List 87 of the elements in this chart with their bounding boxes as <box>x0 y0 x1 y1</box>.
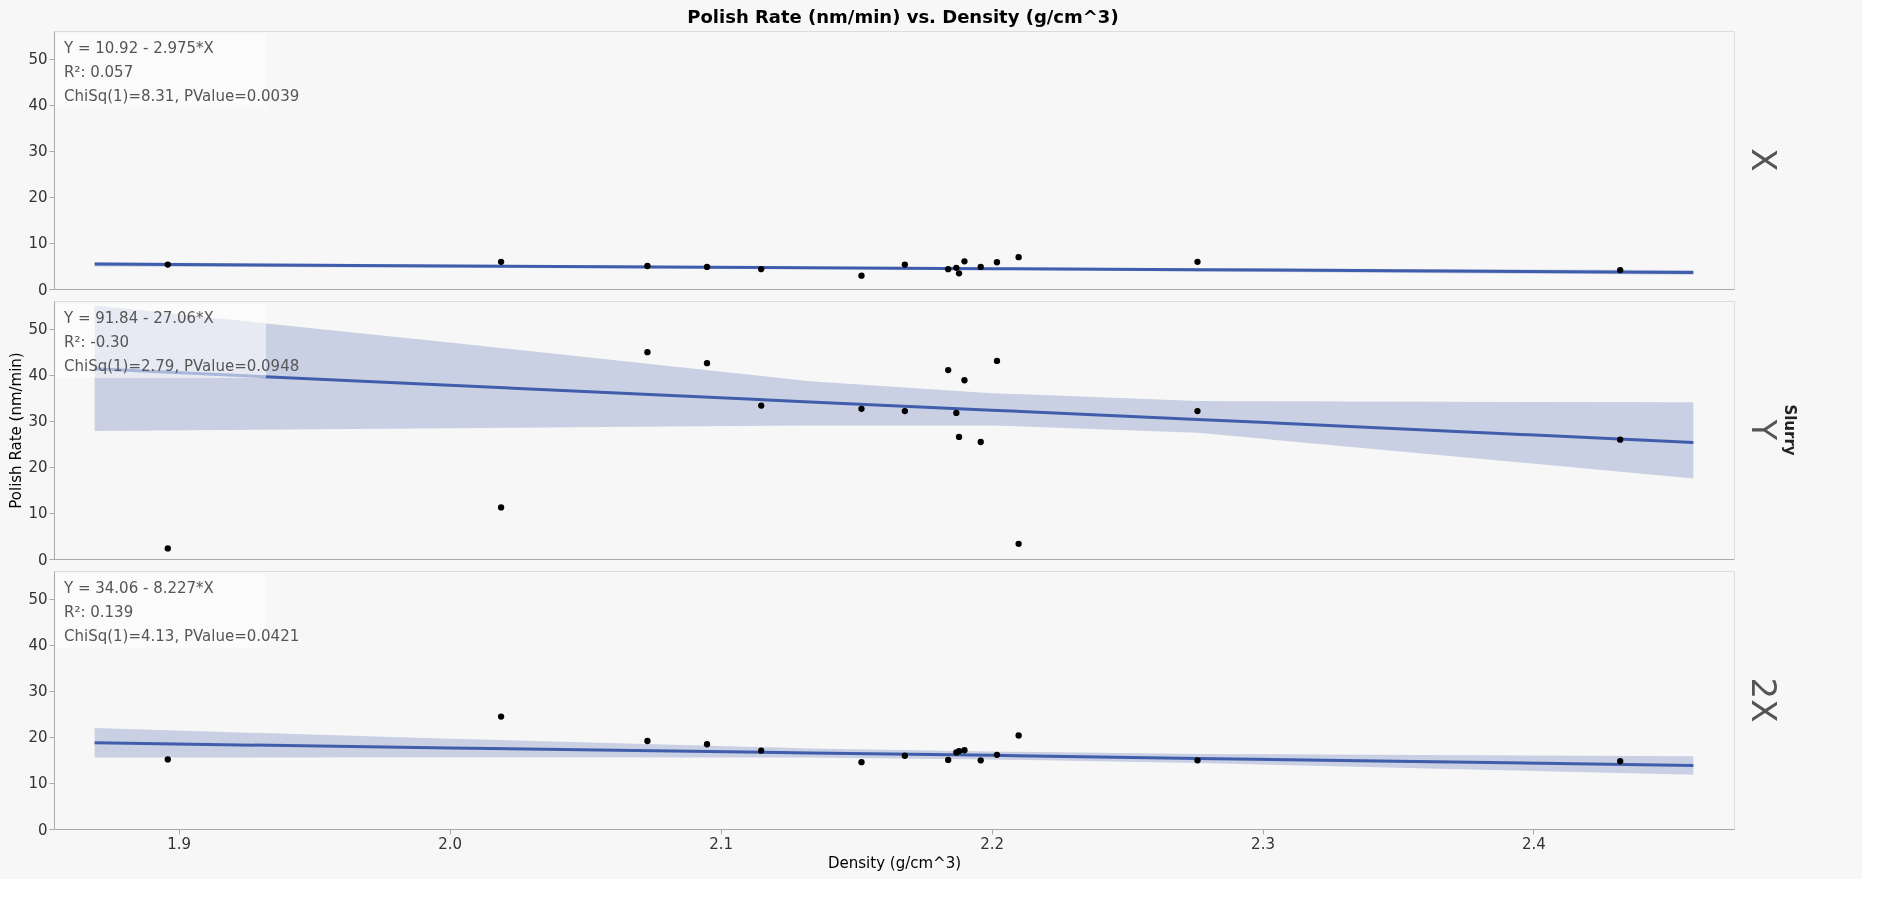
point <box>758 747 765 754</box>
point <box>703 360 711 367</box>
point <box>901 261 908 268</box>
y-tick-label: 40 <box>28 96 48 115</box>
annotation: Y = 91.84 - 27.06*X <box>63 309 214 327</box>
y-tick-label: 50 <box>28 50 48 69</box>
point <box>1617 436 1624 443</box>
annotation: R²: 0.139 <box>64 603 134 621</box>
point <box>1194 258 1201 265</box>
point <box>703 741 711 748</box>
chart-title: Polish Rate (nm/min) vs. Density (g/cm^3) <box>687 5 1119 27</box>
annotation: R²: 0.057 <box>64 63 134 81</box>
text: 2X <box>1744 677 1784 723</box>
y-tick-label: 20 <box>28 458 48 477</box>
point <box>1617 266 1624 274</box>
point <box>955 433 963 441</box>
y-tick-label: 0 <box>37 550 48 569</box>
point <box>945 366 952 374</box>
point <box>1194 407 1201 415</box>
annotation: ChiSq(1)=8.31, PValue=0.0039 <box>64 87 300 105</box>
point <box>858 272 865 279</box>
annotation: ChiSq(1)=2.79, PValue=0.0948 <box>64 357 300 375</box>
point <box>703 263 711 271</box>
point <box>497 504 505 511</box>
point <box>993 751 1001 758</box>
annotation: ChiSq(1)=4.13, PValue=0.0421 <box>64 627 300 645</box>
point <box>955 270 963 277</box>
point <box>497 713 505 720</box>
point <box>644 348 651 356</box>
annotation: Y = 34.06 - 8.227*X <box>63 579 214 597</box>
point <box>953 409 960 417</box>
point <box>1617 758 1624 765</box>
y-tick-label: 10 <box>28 774 48 793</box>
x-axis-title: Density (g/cm^3) <box>827 853 962 872</box>
point <box>644 737 651 745</box>
y-axis-title: Polish Rate (nm/min) <box>7 352 26 509</box>
x-tick-label: 2.0 <box>438 834 463 853</box>
point <box>1015 540 1022 547</box>
y-tick-label: 50 <box>28 590 48 609</box>
x-tick-label: 2.3 <box>1251 834 1275 853</box>
point <box>497 258 505 265</box>
point <box>977 263 984 271</box>
y-tick-label: 20 <box>28 188 48 207</box>
y-tick-label: 30 <box>28 682 48 701</box>
point <box>164 261 171 268</box>
point <box>1015 732 1022 739</box>
y-tick-label: 10 <box>28 234 48 253</box>
point <box>961 377 968 384</box>
y2-axis-title: Slurry <box>1781 404 1799 456</box>
annotation: Y = 10.92 - 2.975*X <box>63 39 214 57</box>
point <box>164 756 171 763</box>
point <box>1194 757 1201 764</box>
y-tick-label: 50 <box>28 320 48 339</box>
text: X <box>1744 148 1784 172</box>
point <box>1015 254 1022 261</box>
y-tick-label: 0 <box>37 280 48 299</box>
y-tick-label: 20 <box>28 728 48 747</box>
point <box>993 357 1001 365</box>
point <box>758 266 765 273</box>
y-tick-label: 30 <box>28 142 48 161</box>
point <box>901 407 908 415</box>
point <box>945 266 952 273</box>
point <box>758 402 765 409</box>
x-tick-label: 1.9 <box>167 834 192 853</box>
text: Y <box>1744 418 1784 441</box>
point <box>644 262 651 270</box>
point <box>901 752 908 759</box>
point <box>164 545 171 552</box>
annotation: R²: -0.30 <box>64 333 130 351</box>
y-tick-label: 30 <box>28 412 48 431</box>
y-tick-label: 40 <box>28 366 48 385</box>
y-tick-label: 10 <box>28 504 48 523</box>
x-tick-label: 2.2 <box>980 834 1004 853</box>
point <box>961 747 968 754</box>
x-tick-label: 2.1 <box>709 834 734 853</box>
point <box>945 756 952 764</box>
point <box>858 759 865 766</box>
y-tick-label: 40 <box>28 636 48 655</box>
point <box>977 757 984 764</box>
point <box>993 259 1001 266</box>
point <box>858 405 865 412</box>
x-tick-label: 2.4 <box>1522 834 1546 853</box>
point <box>953 264 960 271</box>
y-tick-label: 0 <box>37 820 48 839</box>
point <box>977 438 984 446</box>
point <box>961 258 968 265</box>
line-series <box>93 741 1695 767</box>
